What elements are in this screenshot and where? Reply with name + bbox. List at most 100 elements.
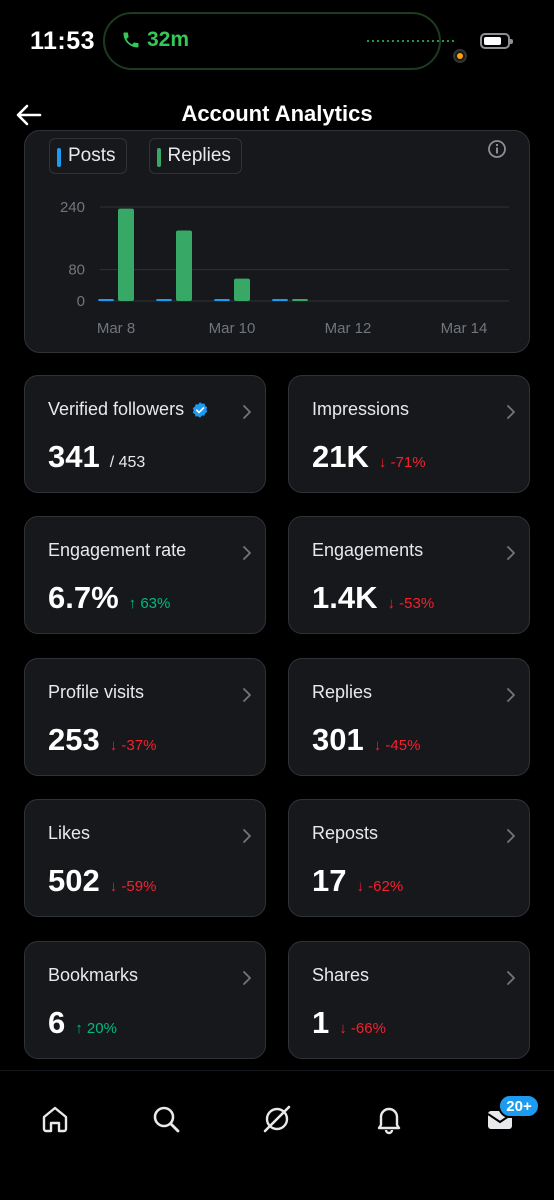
stat-value-row: 21K ↓ -71% — [312, 439, 426, 475]
stat-change: ↓ -53% — [387, 595, 434, 612]
messages-badge: 20+ — [498, 1094, 540, 1118]
stat-value-row: 502 ↓ -59% — [48, 863, 156, 899]
stat-label: Engagement rate — [48, 540, 186, 561]
nav-home[interactable] — [37, 1101, 73, 1137]
stat-card-impressions[interactable]: Impressions 21K ↓ -71% — [288, 375, 530, 493]
chevron-right-icon — [243, 971, 251, 985]
bar-posts-mar-11 — [272, 299, 288, 301]
chevron-right-icon — [507, 688, 515, 702]
stat-card-engagements[interactable]: Engagements 1.4K ↓ -53% — [288, 516, 530, 634]
stat-label: Replies — [312, 682, 372, 703]
stat-value: 253 — [48, 722, 100, 757]
nav-search[interactable] — [148, 1101, 184, 1137]
arrow-down-icon: ↓ — [339, 1020, 347, 1037]
chart-legend: Posts Replies — [49, 138, 242, 174]
chevron-right-icon — [507, 405, 515, 419]
stat-value-row: 253 ↓ -37% — [48, 722, 156, 758]
stat-value-row: 6.7% ↑ 63% — [48, 580, 170, 616]
nav-notifications[interactable] — [371, 1101, 407, 1137]
arrow-left-icon — [16, 104, 42, 126]
call-indicator: 32m — [121, 28, 189, 52]
status-bar: 11:53 32m — [0, 0, 554, 86]
stat-label: Likes — [48, 823, 90, 844]
bar-posts-mar-8 — [98, 299, 114, 301]
status-time: 11:53 — [30, 27, 96, 55]
back-button[interactable] — [14, 100, 44, 130]
arrow-down-icon: ↓ — [109, 737, 118, 754]
notifications-icon — [377, 1107, 401, 1135]
y-tick-label: 80 — [68, 262, 85, 279]
stat-change-value: -71% — [390, 454, 426, 471]
arrow-down-icon: ↓ — [109, 878, 118, 895]
stat-card-shares[interactable]: Shares 1 ↓ -66% — [288, 941, 530, 1059]
stat-card-engagement-rate[interactable]: Engagement rate 6.7% ↑ 63% — [24, 516, 266, 634]
stat-value: 301 — [312, 722, 364, 757]
chevron-right-icon — [243, 546, 251, 560]
stat-label: Verified followers — [48, 399, 209, 420]
stat-change-value: -66% — [350, 1020, 386, 1037]
top-header: Account Analytics — [0, 86, 554, 144]
analytics-chart-card: 240 80 0 Mar 8 Mar 10 Mar 12 Mar 14 Posts Repl… — [24, 130, 530, 353]
nav-grok[interactable] — [259, 1101, 295, 1137]
legend-posts[interactable]: Posts — [49, 138, 127, 174]
bar-replies-mar-11 — [292, 299, 308, 301]
stat-label: Bookmarks — [48, 965, 138, 986]
dynamic-island[interactable]: 32m — [103, 12, 467, 70]
bar-posts-mar-10 — [214, 299, 230, 301]
stat-change: ↑ 63% — [129, 595, 171, 612]
y-tick-label: 240 — [60, 199, 85, 216]
arrow-down-icon: ↓ — [378, 454, 387, 471]
stat-value: 21K — [312, 439, 369, 474]
stat-card-bookmarks[interactable]: Bookmarks 6 ↑ 20% — [24, 941, 266, 1059]
stat-value: 502 — [48, 863, 100, 898]
page-title: Account Analytics — [181, 101, 373, 126]
stat-change-value: 20% — [86, 1020, 117, 1037]
stat-label: Engagements — [312, 540, 423, 561]
stat-change: ↓ -66% — [339, 1020, 386, 1037]
stat-change-value: -37% — [121, 737, 157, 754]
stat-change-value: -53% — [399, 595, 435, 612]
stat-value: 17 — [312, 863, 347, 898]
info-icon[interactable] — [487, 139, 507, 159]
stat-change-value: -59% — [121, 878, 157, 895]
stat-label-text: Replies — [312, 682, 373, 702]
search-icon — [153, 1106, 180, 1133]
stat-card-likes[interactable]: Likes 502 ↓ -59% — [24, 799, 266, 917]
stat-label: Reposts — [312, 823, 378, 844]
stat-label-text: Shares — [312, 965, 370, 985]
stat-value-row: 17 ↓ -62% — [312, 863, 403, 899]
legend-replies[interactable]: Replies — [148, 138, 242, 174]
call-duration: 32m — [147, 28, 190, 51]
stat-card-verified-followers[interactable]: Verified followers 341 / 453 — [24, 375, 266, 493]
stat-label-text: Bookmarks — [48, 965, 139, 985]
stat-label-text: Reposts — [312, 823, 379, 843]
stat-value: 341 — [48, 439, 100, 474]
camera-indicator-icon — [453, 49, 467, 63]
stat-card-replies[interactable]: Replies 301 ↓ -45% — [288, 658, 530, 776]
legend-swatch-replies — [156, 148, 161, 167]
x-tick-label: Mar 10 — [209, 320, 256, 337]
home-icon — [42, 1106, 68, 1133]
stat-value-row: 301 ↓ -45% — [312, 722, 420, 758]
bottom-nav — [0, 1070, 554, 1200]
stat-card-profile-visits[interactable]: Profile visits 253 ↓ -37% — [24, 658, 266, 776]
stat-change: ↑ 20% — [75, 1020, 117, 1037]
stat-change: ↓ -37% — [110, 737, 157, 754]
stat-card-reposts[interactable]: Reposts 17 ↓ -62% — [288, 799, 530, 917]
battery-icon — [480, 33, 513, 49]
bar-replies-mar-8 — [118, 208, 134, 301]
x-tick-label: Mar 8 — [97, 320, 135, 337]
stat-value-row: 6 ↑ 20% — [48, 1005, 117, 1041]
phone-icon — [123, 32, 139, 48]
stat-label-text: Engagements — [312, 540, 424, 560]
stat-label: Shares — [312, 965, 369, 986]
stat-label-text: Likes — [48, 823, 91, 843]
stat-value: 1 — [312, 1005, 330, 1040]
grok-icon — [263, 1105, 291, 1133]
bar-replies-mar-9 — [176, 230, 192, 301]
y-tick-label: 0 — [77, 293, 85, 310]
chevron-right-icon — [507, 971, 515, 985]
chevron-right-icon — [243, 405, 251, 419]
stat-change-value: -62% — [368, 878, 404, 895]
chevron-right-icon — [507, 546, 515, 560]
